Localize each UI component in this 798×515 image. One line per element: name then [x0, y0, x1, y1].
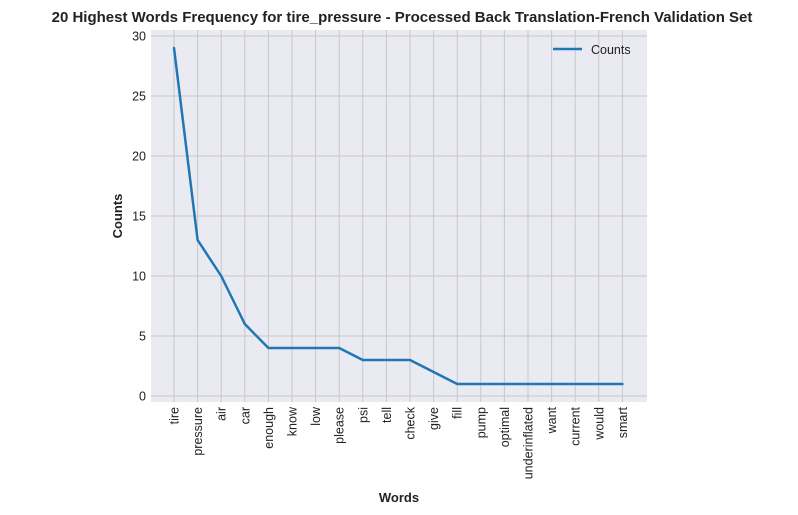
x-axis-label: Words	[379, 490, 419, 505]
y-tick-label: 5	[139, 330, 146, 344]
x-axis-ticks: tire pressure air car enough know low please psi…	[168, 406, 630, 479]
y-tick-label: 20	[132, 150, 146, 164]
series-layer	[172, 46, 624, 386]
y-tick-label: 15	[132, 210, 146, 224]
x-tick-label: want	[545, 406, 559, 434]
x-tick-label: tire	[168, 407, 182, 424]
x-tick-label: give	[427, 407, 441, 430]
y-tick-label: 30	[132, 30, 146, 44]
x-tick-label: psi	[356, 407, 370, 423]
x-tick-label: air	[215, 407, 229, 421]
x-tick-label: check	[404, 406, 418, 439]
y-tick-label: 10	[132, 270, 146, 284]
x-tick-label: optimal	[498, 407, 512, 447]
x-tick-label: tell	[380, 407, 394, 423]
series-line-counts	[172, 46, 624, 386]
chart-title: 20 Highest Words Frequency for tire_pres…	[52, 9, 753, 26]
x-tick-label: know	[286, 406, 300, 436]
legend: Counts	[553, 43, 631, 57]
y-tick-label: 0	[139, 390, 146, 404]
x-tick-label: car	[238, 407, 252, 424]
legend-label: Counts	[591, 43, 631, 57]
x-tick-label: enough	[262, 407, 276, 449]
x-tick-label: fill	[451, 407, 465, 419]
x-tick-label: low	[309, 406, 323, 426]
x-tick-label: please	[333, 407, 347, 444]
x-tick-label: underinflated	[522, 407, 536, 479]
y-axis-ticks: 0 5 10 15 20 25 30	[132, 30, 146, 404]
x-tick-label: would	[592, 407, 606, 441]
grid-lines	[151, 30, 647, 402]
y-axis-label: Counts	[110, 194, 125, 239]
x-tick-label: pressure	[191, 407, 205, 456]
x-tick-label: smart	[616, 406, 630, 438]
x-tick-label: pump	[474, 407, 488, 438]
x-tick-label: current	[569, 406, 583, 445]
y-tick-label: 25	[132, 90, 146, 104]
